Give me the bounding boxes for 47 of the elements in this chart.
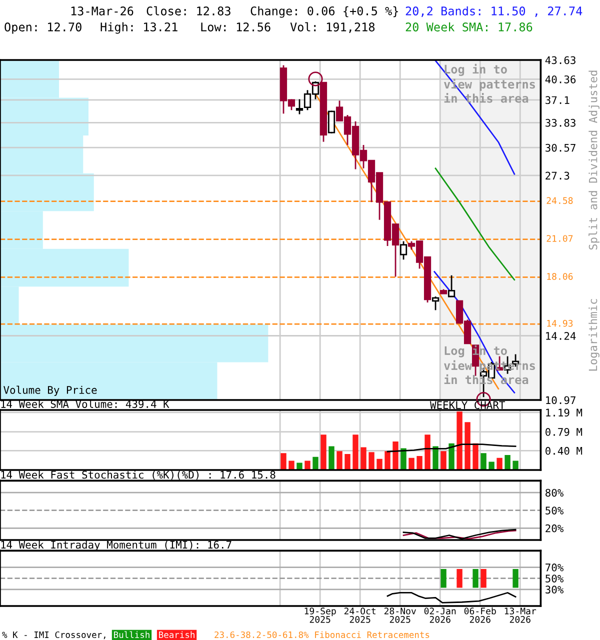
y-tick-label: 10.97	[546, 396, 576, 404]
text: 23.6-38.2-50-61.8% Fibonacci Retracements	[214, 631, 430, 638]
text: 20 Week SMA: 17.86	[406, 22, 532, 32]
x-tick-label: 13-Mar 2026	[504, 608, 536, 623]
ref-line-label: 14.93	[547, 320, 573, 327]
text: 20,2 Bands: 11.50 , 27.74	[406, 6, 582, 17]
y-tick-label: 20%	[546, 524, 564, 532]
y-tick-label: 33.83	[546, 118, 576, 127]
x-tick-label: 06-Feb 2026	[464, 607, 496, 623]
y-tick-label: 1.19 M	[546, 408, 582, 417]
text: Vol: 191,218	[290, 22, 375, 33]
ref-line-label: 18.06	[547, 273, 573, 280]
text: Bearish	[159, 631, 194, 638]
chart-title: 14 Week SMA Volume: 439.4 K	[1, 400, 170, 408]
y-tick-label: 37.1	[546, 96, 570, 104]
ref-line-label: 24.58	[546, 197, 573, 204]
y-tick-label: 40.36	[545, 75, 576, 84]
text: Logarithmic	[588, 299, 600, 371]
y-tick-label: 50%	[546, 506, 564, 514]
text: Volume By Price	[4, 386, 97, 396]
y-tick-label: 14.24	[546, 332, 576, 340]
y-tick-label: 80%	[546, 488, 564, 497]
x-tick-label: 28-Nov 2025	[384, 608, 416, 623]
y-tick-label: 0.79 M	[546, 428, 582, 436]
y-tick-label: 30.57	[546, 144, 576, 152]
y-tick-label: 27.3	[546, 172, 570, 180]
x-tick-label: 24-Oct 2025	[344, 608, 376, 623]
text: Close: 12.83	[146, 6, 230, 16]
y-tick-label: 0.40 M	[546, 446, 582, 455]
y-tick-label: 50%	[546, 574, 564, 582]
text: 13-Mar-26	[71, 6, 134, 16]
y-tick-label: 70%	[546, 564, 564, 572]
x-tick-label: 19-Sep 2025	[304, 608, 336, 623]
y-tick-label: 30%	[546, 586, 564, 594]
text: Bullish	[114, 631, 150, 638]
chart-title: 14 Week Fast Stochastic (%K)(%D) : 17.6 15.8	[1, 470, 276, 480]
text: Low: 12.56	[201, 22, 270, 32]
legend-title: % K - IMI Crossover,	[2, 631, 106, 640]
text: Open: 12.70	[4, 22, 82, 34]
text: Split and Dividend Adjusted	[588, 70, 600, 250]
text: Change: 0.06 {+0.5 %}	[250, 6, 398, 18]
text: WEEKLY CHART	[430, 401, 506, 410]
y-tick-label: 43.63	[545, 56, 576, 64]
ref-line-label: 21.07	[546, 235, 573, 242]
chart-title: 14 Week Intraday Momentum (IMI): 16.7	[1, 540, 232, 551]
text: High: 13.21	[100, 22, 178, 34]
x-tick-label: 02-Jan 2026	[424, 608, 456, 623]
